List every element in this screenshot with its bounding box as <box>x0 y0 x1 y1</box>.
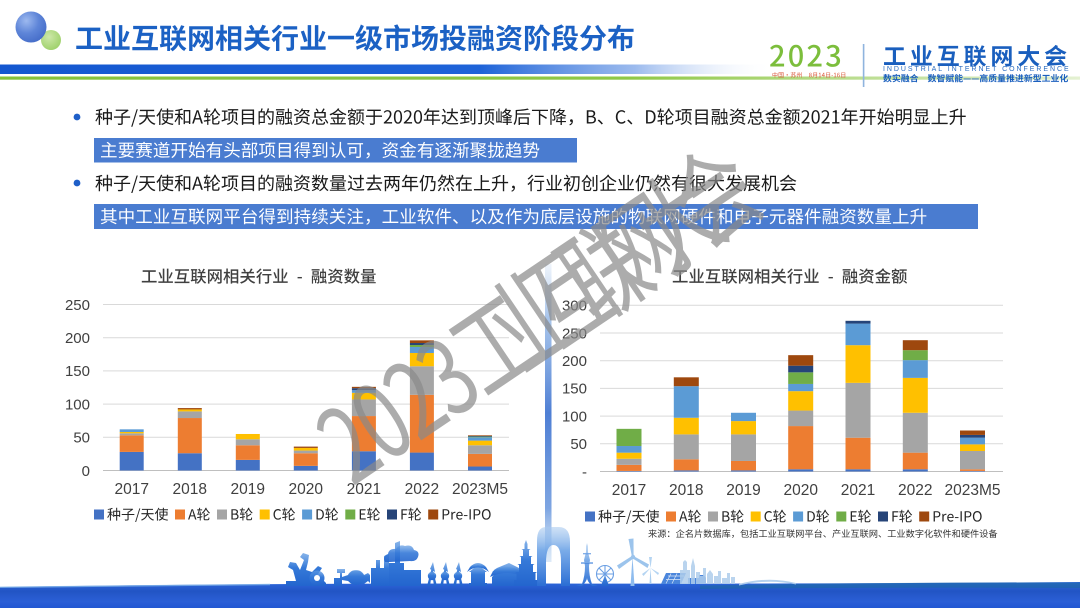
svg-text:2021: 2021 <box>347 481 381 498</box>
svg-text:2022: 2022 <box>898 482 932 499</box>
svg-text:2018: 2018 <box>669 482 703 499</box>
svg-text:2021: 2021 <box>841 482 875 499</box>
svg-text:2018: 2018 <box>173 481 207 498</box>
svg-text:2020: 2020 <box>289 481 324 498</box>
svg-text:-: - <box>582 464 587 481</box>
svg-text:2017: 2017 <box>114 481 148 498</box>
svg-text:2019: 2019 <box>231 481 265 498</box>
svg-text:2019: 2019 <box>726 482 760 499</box>
svg-text:INDUSTRIAL INTERNET CONFERENCE: INDUSTRIAL INTERNET CONFERENCE <box>883 66 1071 73</box>
svg-text:150: 150 <box>65 363 90 380</box>
svg-text:2023M5: 2023M5 <box>944 482 1000 499</box>
svg-text:150: 150 <box>562 381 587 398</box>
svg-text:50: 50 <box>570 436 587 453</box>
svg-text:2022: 2022 <box>405 481 439 498</box>
svg-text:50: 50 <box>73 430 90 447</box>
svg-text:2017: 2017 <box>612 482 646 499</box>
svg-text:250: 250 <box>65 297 90 314</box>
svg-text:2020: 2020 <box>784 482 819 499</box>
svg-text:0: 0 <box>82 463 90 480</box>
svg-text:100: 100 <box>562 408 587 425</box>
svg-text:200: 200 <box>65 330 90 347</box>
svg-text:2023M5: 2023M5 <box>452 481 508 498</box>
svg-text:200: 200 <box>562 353 587 370</box>
svg-text:100: 100 <box>65 396 90 413</box>
